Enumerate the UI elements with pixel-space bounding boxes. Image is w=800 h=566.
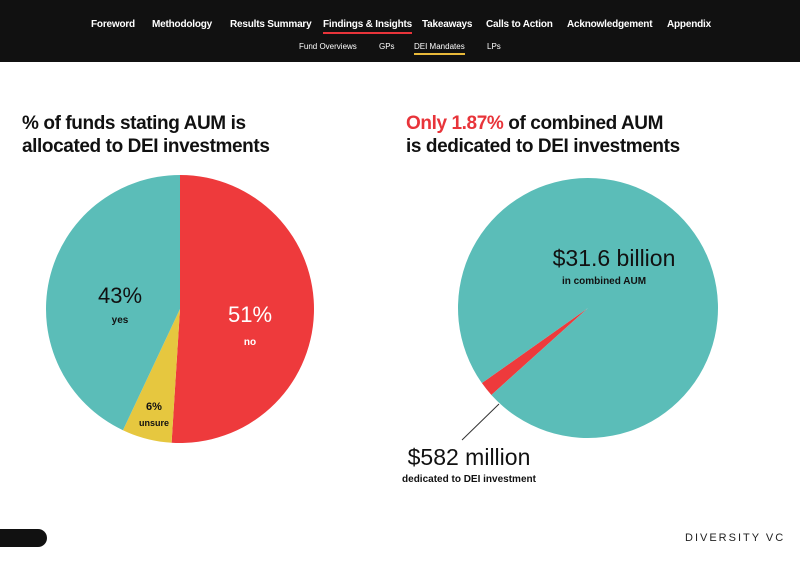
dei-callout-line [461, 403, 500, 441]
pie-slice-no [171, 174, 315, 443]
left-pie-chart [45, 174, 315, 443]
no-label: no [243, 337, 257, 348]
unsure-label: unsure [138, 418, 169, 428]
right-chart-title: Only 1.87% of combined AUM is dedicated … [406, 112, 680, 158]
right-pie-chart [457, 177, 718, 438]
nav-calls-to-action[interactable]: Calls to Action [486, 19, 553, 30]
right-title-line1-rest: of combined AUM [503, 113, 664, 134]
left-chart-title: % of funds stating AUM is allocated to D… [22, 112, 270, 158]
nav-findings-insights[interactable]: Findings & Insights [323, 19, 412, 34]
nav-methodology[interactable]: Methodology [152, 19, 213, 30]
dei-aum-label: dedicated to DEI investment [402, 474, 536, 485]
nav-acknowledgement[interactable]: Acknowledgement [567, 19, 653, 30]
main-nav: Foreword Methodology Results Summary Fin… [0, 19, 800, 35]
nav-foreword[interactable]: Foreword [91, 19, 135, 30]
right-title-line2: is dedicated to DEI investments [406, 136, 680, 157]
pie-slice-unsure [122, 309, 180, 443]
subnav-gps[interactable]: GPs [379, 42, 395, 51]
yes-label: yes [111, 315, 129, 326]
subnav-fund-overviews[interactable]: Fund Overviews [299, 42, 357, 51]
left-title-line2: allocated to DEI investments [22, 136, 270, 157]
left-title-line1: % of funds stating AUM is [22, 113, 246, 134]
sub-nav: Fund Overviews GPs DEI Mandates LPs [0, 42, 800, 56]
subnav-lps[interactable]: LPs [487, 42, 501, 51]
top-navigation-bar: Foreword Methodology Results Summary Fin… [0, 0, 800, 62]
total-aum-value: $31.6 billion [552, 245, 676, 271]
subnav-dei-mandates[interactable]: DEI Mandates [414, 42, 465, 55]
pie-slice-in-combined-aum [457, 177, 718, 438]
pie-slice-yes [45, 175, 180, 431]
nav-appendix[interactable]: Appendix [667, 19, 711, 30]
diversity-vc-logo: DIVERSITY VC [685, 532, 786, 544]
nav-results-summary[interactable]: Results Summary [230, 19, 312, 30]
no-percent-label: 51% [227, 302, 273, 327]
nav-takeaways[interactable]: Takeaways [422, 19, 473, 30]
total-aum-label: in combined AUM [561, 276, 647, 287]
unsure-percent-label: 6% [146, 401, 162, 413]
yes-percent-label: 43% [97, 283, 143, 308]
right-title-highlight: Only 1.87% [406, 113, 504, 134]
right-title-line1: Only 1.87% of combined AUM [406, 112, 680, 135]
dei-aum-value: $582 million [407, 444, 531, 470]
pie-slice-dedicated-to-dei-investment [481, 308, 588, 395]
page-indicator-pill [0, 529, 47, 547]
